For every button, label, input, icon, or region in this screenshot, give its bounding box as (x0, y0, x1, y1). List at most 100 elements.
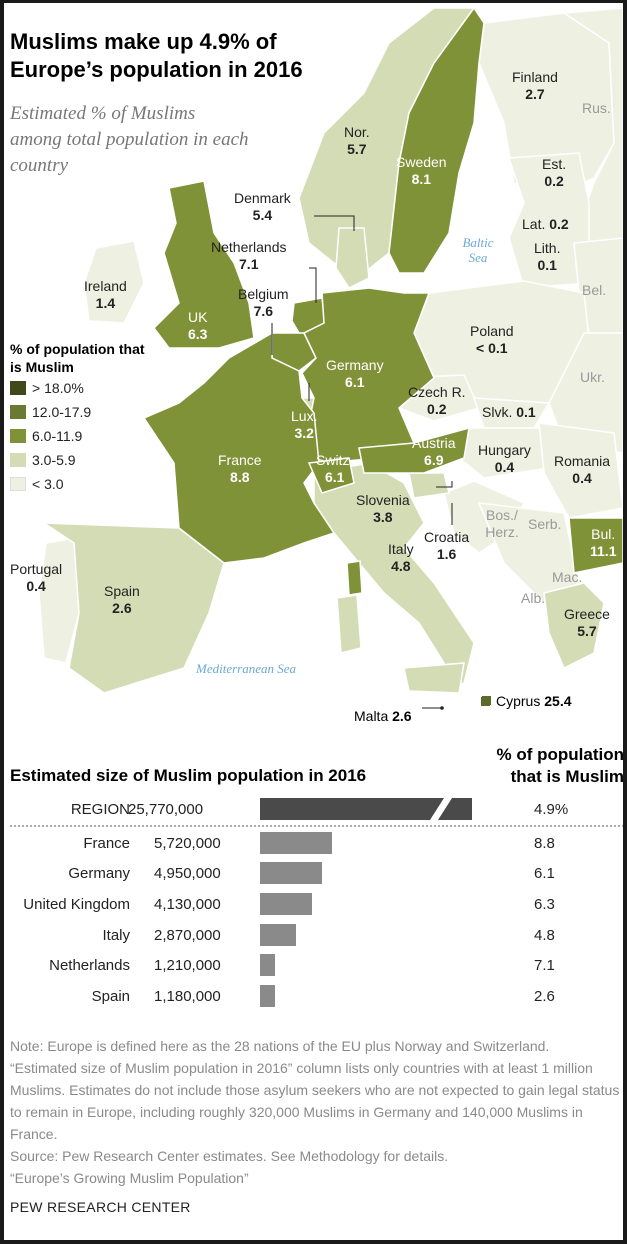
bulgaria-shape (568, 517, 623, 574)
row-population: 4,950,000 (154, 865, 221, 882)
sardinia-shape (336, 594, 362, 654)
pew-credit: PEW RESEARCH CENTER (10, 1199, 191, 1215)
label-russia: Rus. (582, 100, 611, 116)
label-belgium: Belgium 7.6 (238, 286, 289, 319)
cyprus-swatch (481, 696, 490, 706)
note-text: Note: Europe is defined here as the 28 n… (10, 1038, 620, 1142)
label-slovakia: Slvk. 0.1 (482, 404, 536, 420)
row-population: 25,770,000 (128, 801, 204, 818)
row-country: Germany (68, 865, 130, 882)
row-pct: 4.8 (534, 927, 555, 944)
row-country: Spain (91, 988, 130, 1005)
label-mediterranean-sea: Mediterranean Sea (196, 661, 297, 676)
label-cyprus: Cyprus 25.4 (481, 693, 572, 709)
label-sweden: Sweden 8.1 (396, 154, 447, 187)
row-country: Netherlands (49, 957, 130, 974)
label-czech: Czech R. 0.2 (408, 384, 466, 417)
row-pct: 6.3 (534, 896, 555, 913)
population-bar (260, 924, 296, 946)
row-country: United Kingdom (23, 896, 130, 913)
ireland-shape (83, 240, 145, 324)
map-legend: % of population that is Muslim > 18.0% 1… (10, 340, 160, 496)
subtitle: Estimated % of Muslims among total popul… (10, 103, 249, 176)
legend-item: 3.0-5.9 (10, 448, 160, 472)
row-pct: 2.6 (534, 988, 555, 1005)
row-country: REGION (70, 801, 130, 818)
row-population: 4,130,000 (154, 896, 221, 913)
row-population: 2,870,000 (154, 927, 221, 944)
legend-swatch (10, 405, 26, 419)
row-population: 1,180,000 (154, 988, 221, 1005)
pct-header: % of population that is Muslim (496, 745, 623, 786)
notes: Note: Europe is defined here as the 28 n… (10, 1035, 620, 1189)
table-title: Estimated size of Muslim population in 2… (10, 766, 367, 785)
sweden-shape (388, 6, 485, 274)
label-lithuania: Lith. 0.1 (534, 240, 561, 273)
legend-item: > 18.0% (10, 376, 160, 400)
label-greece: Greece 5.7 (564, 606, 610, 639)
label-spain: Spain 2.6 (104, 583, 140, 616)
label-hungary: Hungary 0.4 (478, 442, 531, 475)
row-population: 5,720,000 (154, 835, 221, 852)
legend-swatch (10, 453, 26, 467)
label-macedonia: Mac. (552, 569, 583, 585)
divider (10, 825, 623, 827)
label-slovenia: Slovenia 3.8 (356, 492, 410, 525)
label-ukraine: Ukr. (580, 369, 605, 385)
label-france: France 8.8 (218, 452, 262, 485)
baltic-states-shape (507, 152, 590, 289)
label-malta: Malta 2.6 (354, 708, 412, 724)
population-bar (260, 985, 275, 1007)
legend-swatch (10, 477, 26, 491)
table-row: Netherlands 1,210,000 7.1 (4, 951, 623, 982)
label-germany: Germany 6.1 (326, 357, 384, 390)
label-norway: Nor. 5.7 (344, 124, 370, 157)
source-text: Source: Pew Research Center estimates. S… (10, 1148, 449, 1164)
label-romania: Romania 0.4 (554, 453, 611, 486)
label-portugal: Portugal 0.4 (10, 561, 63, 594)
legend-item: < 3.0 (10, 472, 160, 496)
label-austria: Austria 6.9 (412, 435, 456, 468)
label-switzerland: Switz. 6.1 (316, 452, 354, 485)
label-belarus: Bel. (582, 282, 607, 298)
bar-break-icon (430, 798, 452, 820)
population-bar (260, 954, 275, 976)
label-luxembourg: Lux. 3.2 (291, 408, 318, 441)
row-pct: 4.9% (534, 801, 569, 818)
denmark-shape (335, 227, 370, 289)
table-row: Germany 4,950,000 6.1 (4, 859, 623, 890)
table-row: Spain 1,180,000 2.6 (4, 982, 623, 1013)
report-title: “Europe’s Growing Muslim Population” (10, 1170, 249, 1186)
legend-item: 6.0-11.9 (10, 424, 160, 448)
row-population: 1,210,000 (154, 957, 221, 974)
romania-shape (538, 422, 623, 519)
row-country: France (83, 835, 130, 852)
infographic: { "title": "Muslims make up 4.9% of Euro… (4, 3, 623, 1240)
row-pct: 7.1 (534, 957, 555, 974)
label-latvia: Lat. 0.2 (522, 216, 569, 232)
row-pct: 6.1 (534, 865, 555, 882)
france-shape (142, 331, 336, 564)
label-bosnia: Bos./ Herz. (485, 507, 519, 540)
table-row: United Kingdom 4,130,000 6.3 (4, 890, 623, 921)
row-pct: 8.8 (534, 835, 555, 852)
slovenia-shape (408, 472, 450, 499)
label-bulgaria: Bul. 11.1 (590, 526, 617, 559)
uk-shape (153, 180, 255, 349)
label-uk: UK 6.3 (188, 309, 208, 342)
greece-shape (543, 582, 605, 670)
label-serbia: Serb. (528, 516, 562, 532)
population-bar (260, 862, 322, 884)
corsica-shape (346, 560, 363, 596)
legend-title: % of population that is Muslim (10, 341, 145, 375)
population-bar (260, 893, 312, 915)
label-albania: Alb. (521, 590, 546, 606)
label-finland: Finland 2.7 (512, 69, 558, 102)
label-croatia: Croatia 1.6 (424, 529, 470, 562)
label-estonia: Est. 0.2 (542, 156, 567, 189)
switzerland-shape (307, 457, 355, 494)
legend-swatch (10, 381, 26, 395)
label-denmark: Denmark 5.4 (234, 190, 291, 223)
main-title: Muslims make up 4.9% of Europe’s populat… (10, 29, 303, 82)
sicily-shape (403, 662, 465, 694)
